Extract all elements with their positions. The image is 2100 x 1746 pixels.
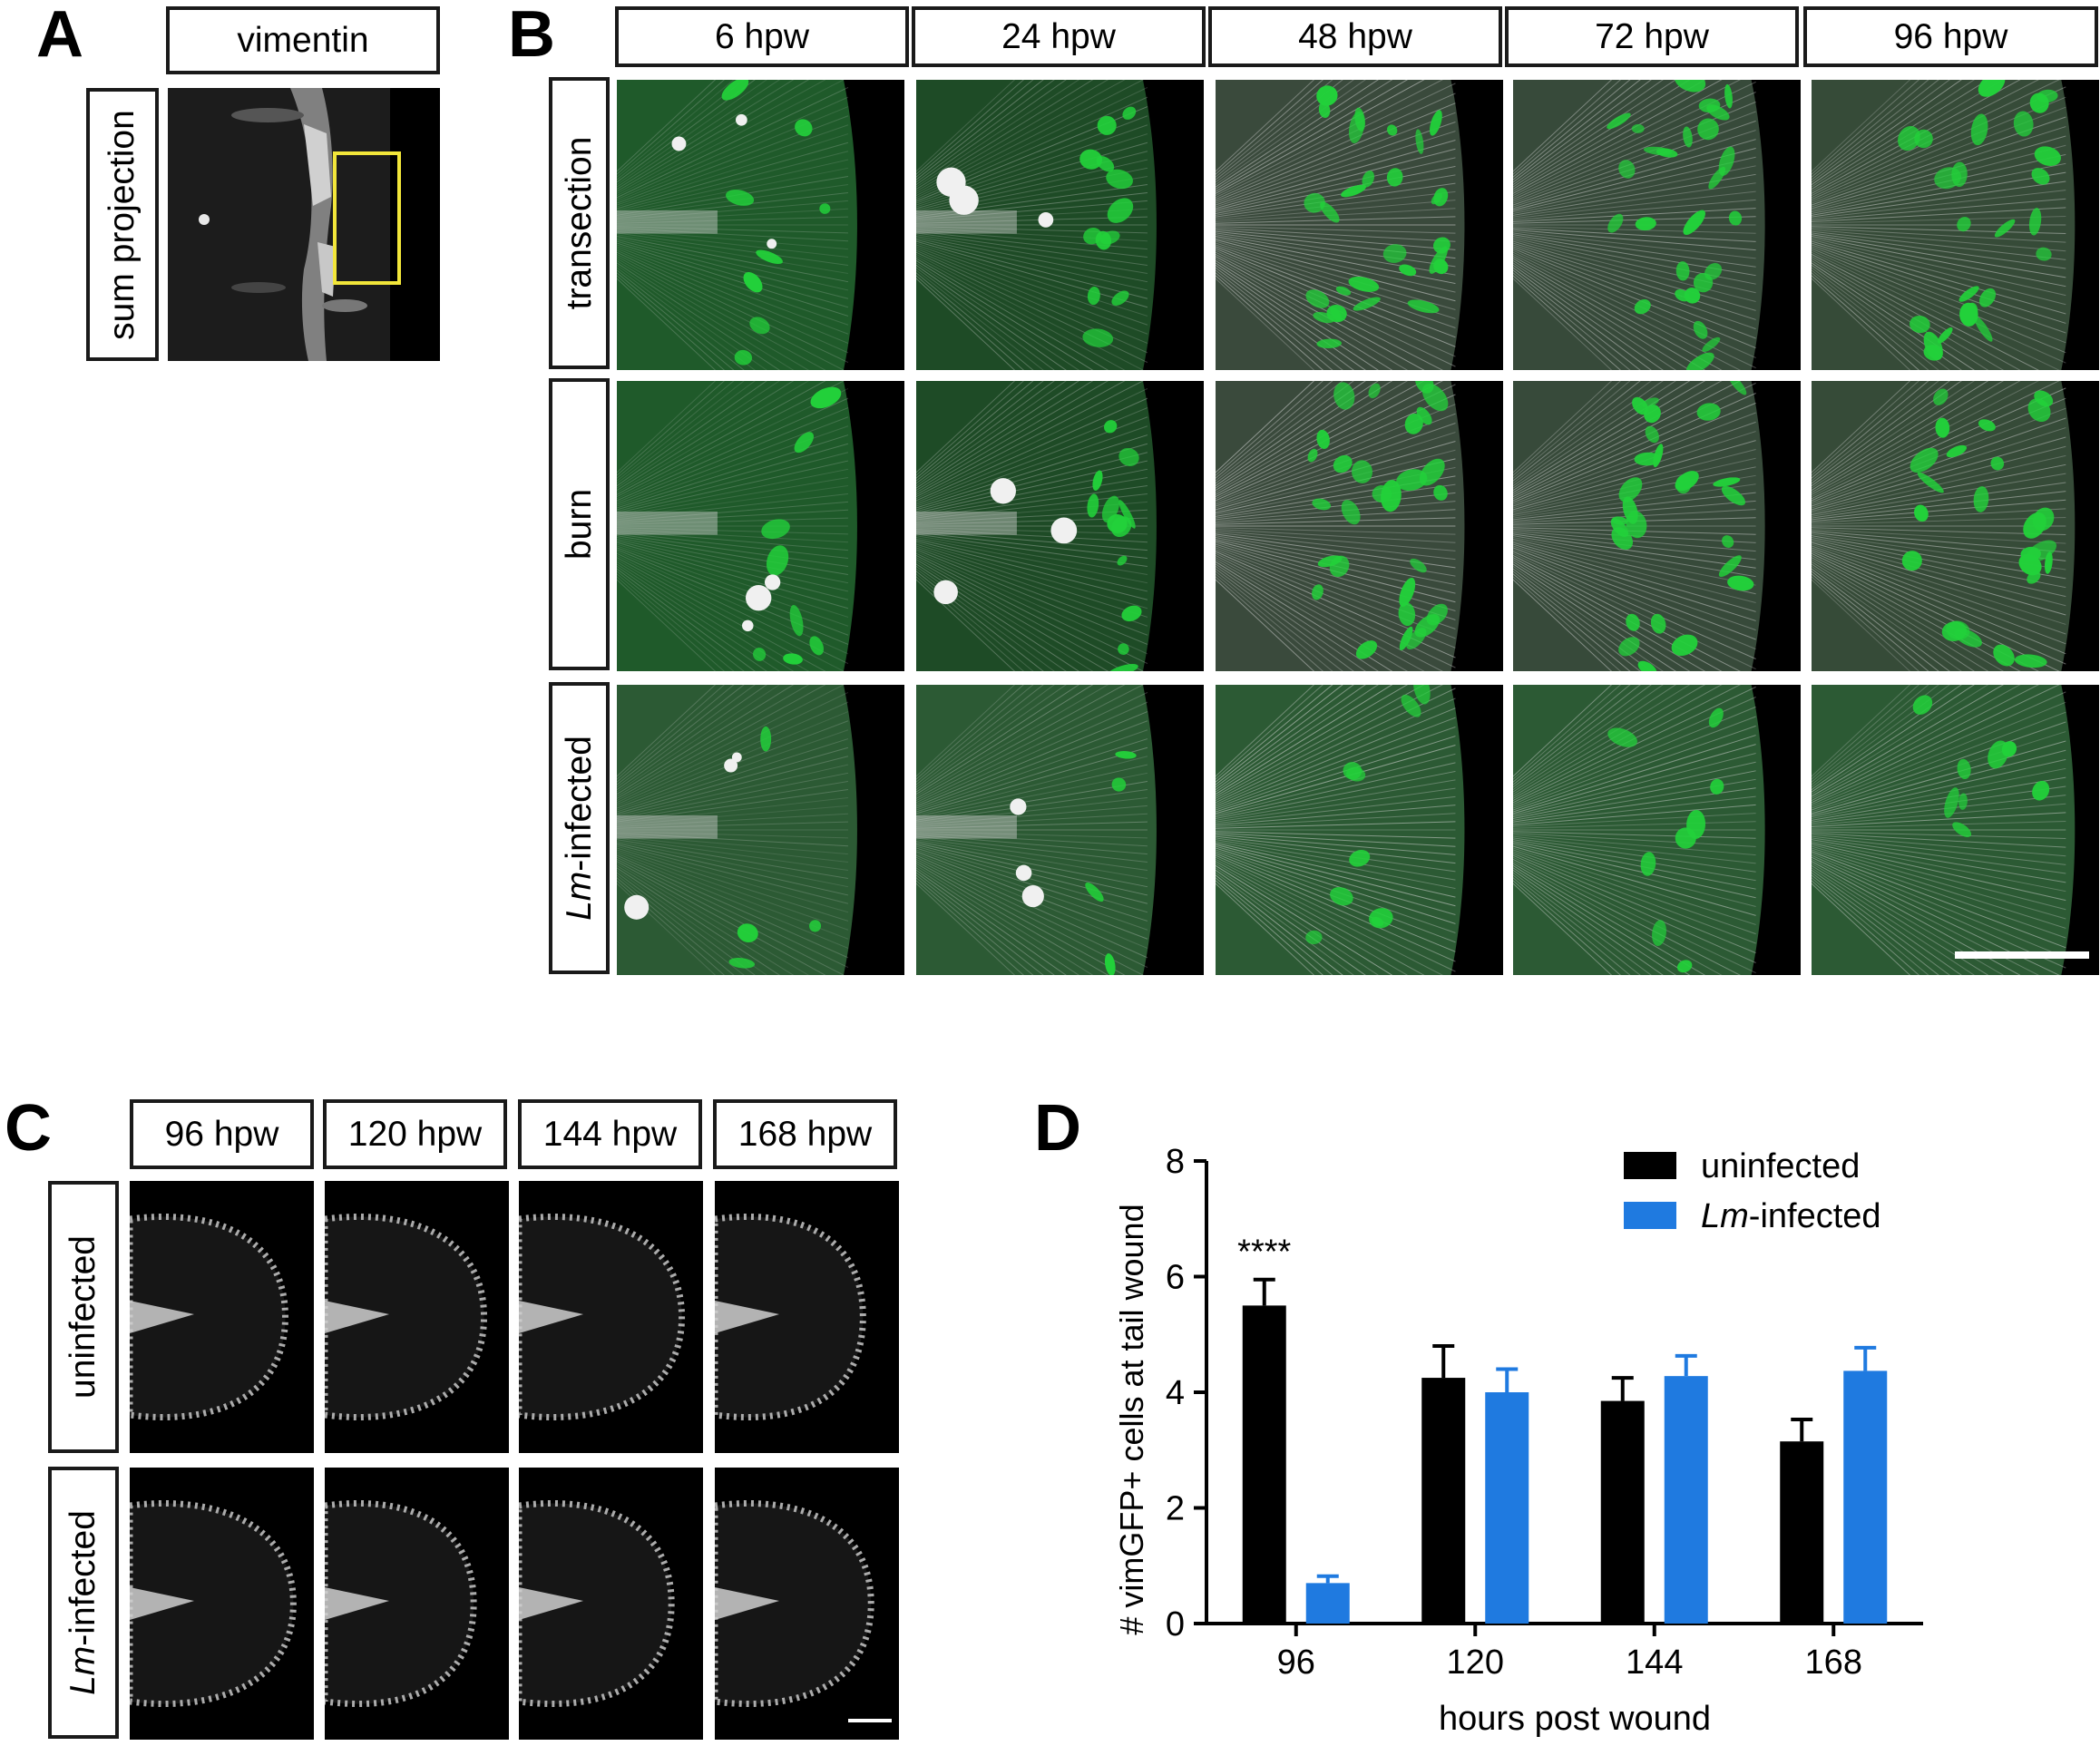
- legend-label-suffix: -infected: [1749, 1197, 1881, 1235]
- y-tick-label: 8: [1166, 1143, 1185, 1181]
- micrograph: [617, 381, 904, 671]
- panel-a-row-label-text: sum projection: [103, 109, 142, 340]
- bar-infected: [1664, 1376, 1708, 1624]
- panel-b-row-label-text: burn: [559, 488, 599, 561]
- bar-uninfected: [1780, 1441, 1824, 1624]
- panel-c-col-header: 120 hpw: [323, 1099, 507, 1169]
- panel-c-row-label: Lm-infected: [48, 1467, 119, 1739]
- panel-d-letter: D: [1034, 1092, 1081, 1165]
- panel-b-col-header: 48 hpw: [1208, 6, 1502, 67]
- panel-c-letter: C: [5, 1092, 52, 1165]
- legend-swatch: [1624, 1152, 1676, 1179]
- panel-c-row-label-text: uninfected: [63, 1235, 103, 1399]
- panel-c-col-header: 96 hpw: [130, 1099, 314, 1169]
- panel-c-row-label-text: Lm-infected: [63, 1510, 103, 1695]
- panel-a-micrograph: [168, 88, 440, 361]
- micrograph: [130, 1181, 314, 1453]
- legend-label: uninfected: [1701, 1147, 1860, 1185]
- y-tick-label: 2: [1166, 1490, 1185, 1528]
- micrograph: [617, 80, 904, 370]
- x-axis-label: hours post wound: [1439, 1700, 1711, 1738]
- micrograph: [1812, 381, 2099, 671]
- micrograph: [325, 1181, 509, 1453]
- bar-infected: [1305, 1583, 1350, 1624]
- micrograph: [1812, 685, 2099, 975]
- panel-c-scale-bar: [848, 1719, 892, 1722]
- x-tick-label: 96: [1277, 1644, 1315, 1682]
- micrograph: [916, 685, 1204, 975]
- micrograph: [519, 1468, 703, 1740]
- micrograph: [916, 80, 1204, 370]
- bar-uninfected: [1600, 1400, 1645, 1624]
- x-tick-label: 144: [1626, 1644, 1683, 1682]
- micrograph: [916, 381, 1204, 671]
- significance-annotation: ****: [1237, 1234, 1291, 1272]
- roi-box: [333, 151, 401, 285]
- panel-a-header: vimentin: [166, 6, 440, 74]
- panel-c-col-header: 168 hpw: [713, 1099, 897, 1169]
- micrograph: [1216, 80, 1503, 370]
- panel-b-scale-bar: [1955, 951, 2089, 959]
- panel-b-letter: B: [508, 0, 555, 71]
- panel-b-col-header: 6 hpw: [615, 6, 909, 67]
- bar-uninfected: [1421, 1378, 1466, 1624]
- micrograph: [130, 1468, 314, 1740]
- y-tick-label: 6: [1166, 1259, 1185, 1297]
- y-tick-label: 0: [1166, 1605, 1185, 1644]
- panel-c-row-label: uninfected: [48, 1181, 119, 1453]
- bar-infected: [1843, 1370, 1888, 1624]
- legend-label: Lm-infected: [1701, 1197, 1881, 1235]
- legend-label-prefix: Lm: [1701, 1197, 1749, 1235]
- panel-b-col-header: 24 hpw: [912, 6, 1206, 67]
- panel-c-col-header: 144 hpw: [518, 1099, 702, 1169]
- panel-b-row-label-text: Lm-infected: [559, 736, 599, 921]
- panel-d-bar-chart: # vimGFP+ cells at tail wound hours post…: [1113, 1143, 1923, 1738]
- bar-uninfected: [1242, 1305, 1286, 1624]
- y-tick-label: 4: [1166, 1374, 1185, 1412]
- x-tick-label: 120: [1447, 1644, 1504, 1682]
- micrograph: [617, 685, 904, 975]
- panel-b-row-label: transection: [549, 77, 610, 369]
- micrograph: [1216, 685, 1503, 975]
- panel-a-row-label: sum projection: [86, 88, 159, 361]
- panel-b-row-label-text: transection: [559, 136, 599, 310]
- panel-b-col-header: 96 hpw: [1803, 6, 2098, 67]
- micrograph: [715, 1468, 899, 1740]
- panel-b-row-label: burn: [549, 378, 610, 670]
- micrograph: [715, 1181, 899, 1453]
- legend-label-suffix: uninfected: [1701, 1147, 1860, 1185]
- micrograph: [1812, 80, 2099, 370]
- legend-swatch: [1624, 1202, 1676, 1229]
- micrograph: [519, 1181, 703, 1453]
- panel-b-row-label: Lm-infected: [549, 682, 610, 974]
- x-tick-label: 168: [1805, 1644, 1862, 1682]
- micrograph: [1513, 685, 1801, 975]
- y-axis-label: # vimGFP+ cells at tail wound: [1113, 1204, 1150, 1634]
- micrograph: [1513, 80, 1801, 370]
- micrograph: [1513, 381, 1801, 671]
- micrograph: [325, 1468, 509, 1740]
- panel-a-letter: A: [36, 0, 83, 71]
- panel-b-col-header: 72 hpw: [1505, 6, 1799, 67]
- bar-infected: [1485, 1392, 1529, 1624]
- micrograph: [1216, 381, 1503, 671]
